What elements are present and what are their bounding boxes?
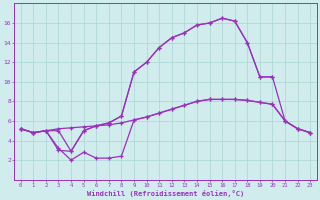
X-axis label: Windchill (Refroidissement éolien,°C): Windchill (Refroidissement éolien,°C) — [87, 190, 244, 197]
